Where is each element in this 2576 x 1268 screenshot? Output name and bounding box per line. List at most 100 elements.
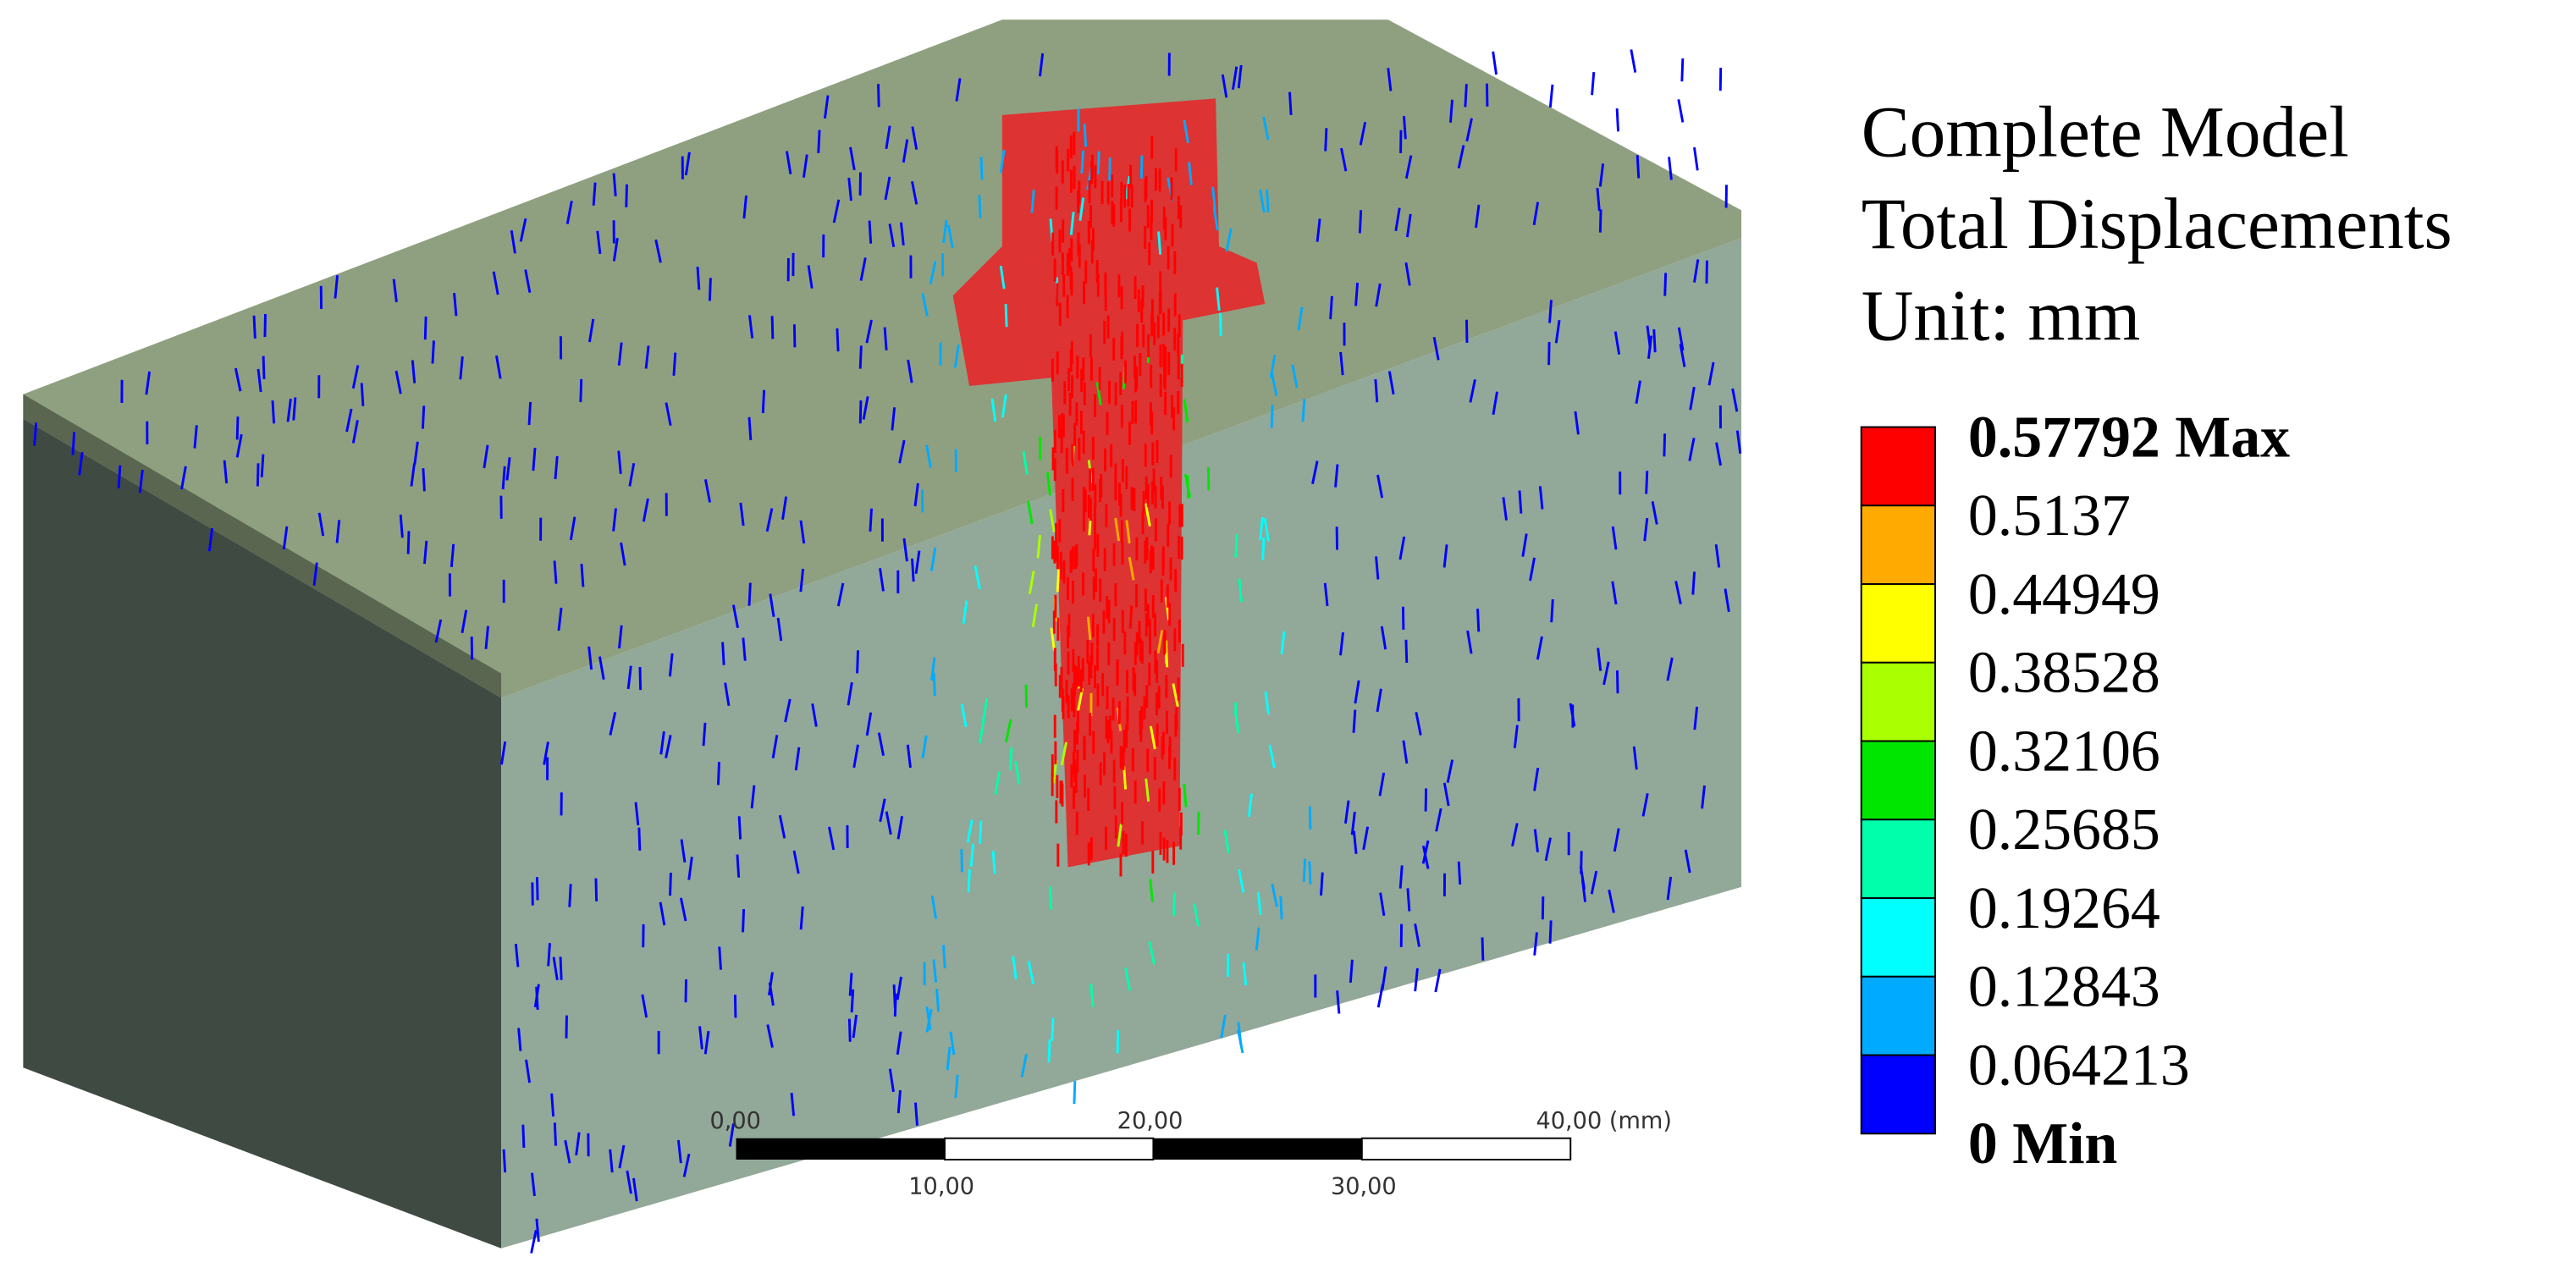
arrow [410, 463, 416, 487]
arrow [499, 741, 507, 765]
arrow [1354, 283, 1360, 306]
arrow [483, 444, 489, 469]
legend-label: 0.44949 [1968, 562, 2160, 627]
arrow [1183, 399, 1189, 422]
arrow [669, 872, 672, 896]
arrow [252, 315, 256, 339]
arrow [223, 460, 229, 484]
arrow [1269, 355, 1277, 378]
arrow [564, 1139, 571, 1164]
arrow [721, 642, 725, 665]
arrow [271, 400, 276, 424]
arrow [1375, 556, 1380, 580]
arrow [434, 619, 443, 643]
arrow [638, 666, 643, 691]
arrow [742, 909, 746, 933]
arrow [1027, 961, 1034, 984]
arrow [902, 139, 909, 163]
arrow [799, 906, 804, 930]
arrow [1234, 534, 1238, 558]
arrow [1442, 544, 1448, 568]
legend-band [1860, 426, 1936, 507]
arrow [1465, 118, 1473, 142]
arrow [423, 316, 427, 340]
arrow [1715, 442, 1723, 466]
legend-title: Unit: mm [1862, 277, 2141, 356]
arrow [1476, 609, 1481, 632]
arrow [1123, 766, 1128, 790]
legend-band [1860, 661, 1936, 742]
arrow [524, 269, 532, 293]
arrow [256, 463, 260, 487]
arrow [1608, 889, 1615, 913]
arrow [1693, 259, 1700, 283]
arrow [696, 267, 701, 290]
arrow [1446, 759, 1454, 784]
arrow [531, 1172, 536, 1197]
arrow [739, 502, 745, 526]
arrow [612, 173, 617, 196]
arrow [502, 1149, 507, 1173]
arrow [1022, 451, 1029, 475]
arrow [932, 959, 938, 983]
arrow [858, 400, 863, 424]
arrow [547, 943, 551, 967]
arrow [1051, 1017, 1055, 1041]
arrow [1352, 709, 1357, 733]
arrow [235, 416, 240, 440]
arrow [888, 1068, 895, 1093]
arrow [618, 625, 623, 649]
arrow [665, 402, 672, 427]
arrow [1219, 312, 1222, 336]
arrow [1663, 433, 1667, 457]
arrow [1086, 616, 1092, 640]
legend-label: 0.19264 [1968, 876, 2160, 941]
arrow [680, 839, 687, 863]
arrow [1533, 767, 1540, 791]
arrow [1238, 578, 1244, 603]
arrow [728, 1123, 735, 1147]
arrow [1724, 588, 1730, 613]
legend-label: 0 Min [1968, 1111, 2118, 1177]
arrow [1636, 155, 1641, 179]
arrow [659, 901, 666, 926]
arrow [1376, 688, 1382, 713]
scale-segment [943, 1137, 1155, 1160]
arrow [1157, 231, 1162, 255]
arrow [1590, 870, 1598, 895]
arrow [1435, 808, 1442, 832]
arrow [1028, 571, 1035, 594]
arrow [1261, 537, 1266, 561]
arrow [1532, 201, 1540, 226]
arrow [891, 407, 896, 431]
arrow [1481, 937, 1485, 961]
arrow [914, 1102, 918, 1126]
arrow [990, 398, 997, 422]
arrow [1405, 213, 1412, 238]
arrow [703, 479, 712, 503]
arrow [1641, 792, 1649, 817]
arrow [859, 257, 867, 281]
arrow [946, 224, 954, 249]
arrow [832, 199, 841, 223]
arrow [1340, 147, 1348, 172]
arrow [632, 1177, 638, 1202]
legend-label: 0.064213 [1968, 1033, 2190, 1098]
arrow [1580, 879, 1587, 902]
legend-band [1860, 1054, 1936, 1135]
arrow [921, 735, 928, 759]
arrow [896, 816, 904, 840]
arrow [1574, 411, 1580, 435]
arrow [193, 425, 198, 449]
arrow [974, 565, 981, 590]
arrow [978, 195, 982, 218]
arrow [708, 278, 712, 301]
arrow [1554, 319, 1561, 344]
arrow [1362, 826, 1370, 851]
arrow [580, 564, 585, 587]
arrow [1004, 304, 1008, 328]
arrow [1183, 784, 1188, 808]
arrow [679, 897, 687, 922]
arrow [766, 1024, 774, 1048]
arrow [899, 222, 905, 246]
